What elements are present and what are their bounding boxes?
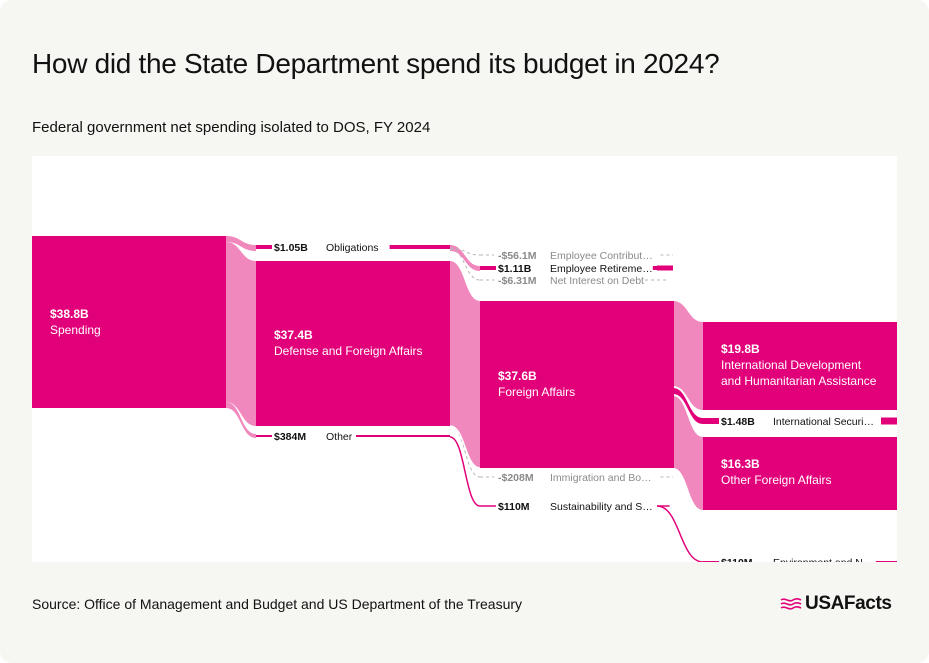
node-value-emp-retire: $1.11B [498, 263, 532, 275]
brand-logo: USAFacts [780, 593, 892, 615]
node-value-foreign: $37.6B [498, 369, 537, 383]
chart-subtitle: Federal government net spending isolated… [32, 119, 431, 136]
link-other-sustain [449, 436, 481, 507]
link-separator [449, 425, 481, 469]
node-marker-sustain [480, 505, 496, 507]
node-name-emp-contrib: Employee Contribut… [550, 250, 653, 262]
sankey-plot-area: $38.8B Spending $1.05B Obligations $37.4B Def… [32, 156, 897, 562]
chart-title: How did the State Department spend its b… [32, 48, 720, 79]
node-marker-other [256, 435, 272, 437]
source-note: Source: Office of Management and Budget … [32, 596, 523, 612]
node-name-emp-retire: Employee Retireme… [550, 263, 653, 275]
node-name-other: Other [326, 431, 353, 443]
node-value-obligations: $1.05B [274, 242, 308, 254]
node-value-intl-sec: $1.48B [721, 416, 755, 428]
node-value-spending: $38.8B [50, 307, 89, 321]
node-name-spending: Spending [50, 323, 101, 337]
node-marker-emp-retire [480, 266, 496, 270]
node-name-obligations: Obligations [326, 242, 379, 254]
node-value-emp-contrib: -$56.1M [498, 250, 537, 262]
node-name-intl-dev-line2: and Humanitarian Assistance [721, 374, 877, 388]
node-name-intl-dev-line1: International Development [721, 358, 862, 372]
link-spending-obligations [226, 236, 256, 251]
node-marker-obligations [256, 245, 272, 249]
link-obligations-net-interest [449, 248, 481, 281]
node-name-net-interest: Net Interest on Debt [550, 275, 644, 287]
node-name-sustain: Sustainability and S… [550, 501, 653, 513]
node-value-sustain: $110M [498, 501, 530, 513]
link-spending-defense [226, 242, 256, 426]
link-defense-immigration [449, 425, 481, 478]
node-name-immigration: Immigration and Bo… [550, 472, 652, 484]
link-foreign-intl-sec [673, 388, 703, 424]
node-name-intl-sec: International Securi… [773, 416, 874, 428]
node-name-defense: Defense and Foreign Affairs [274, 344, 423, 358]
link-defense-foreign [450, 261, 480, 468]
brand-name: USAFacts [805, 593, 892, 614]
node-name-foreign: Foreign Affairs [498, 385, 575, 399]
node-marker-environment [703, 561, 719, 562]
link-spending-other [226, 402, 256, 438]
node-value-defense: $37.4B [274, 328, 313, 342]
node-stub-emp-retire [657, 265, 673, 271]
node-value-other-foreign: $16.3B [721, 457, 760, 471]
node-value-intl-dev: $19.8B [721, 342, 760, 356]
link-sustain-environment [656, 505, 704, 562]
node-stub-intl-sec [881, 417, 897, 425]
node-value-net-interest: -$6.31M [498, 275, 537, 287]
usafacts-flag-icon [780, 598, 802, 610]
sankey-chart: $38.8B Spending $1.05B Obligations $37.4B Def… [32, 236, 897, 562]
node-bar-intl-dev [703, 322, 897, 410]
node-bar-spending [32, 236, 226, 408]
node-value-environment: $110M [721, 557, 753, 562]
link-obligations-emp-retire [450, 245, 480, 271]
node-bar-defense [256, 261, 450, 426]
node-name-environment: Environment and N… [773, 557, 873, 562]
link-foreign-other-foreign [673, 396, 703, 510]
node-marker-intl-sec [703, 418, 719, 424]
node-bar-other-foreign [703, 437, 897, 510]
node-value-other: $384M [274, 431, 306, 443]
link-foreign-intl-dev [673, 301, 703, 410]
node-value-immigration: -$208M [498, 472, 534, 484]
node-name-other-foreign: Other Foreign Affairs [721, 473, 832, 487]
node-bar-foreign [480, 301, 674, 468]
